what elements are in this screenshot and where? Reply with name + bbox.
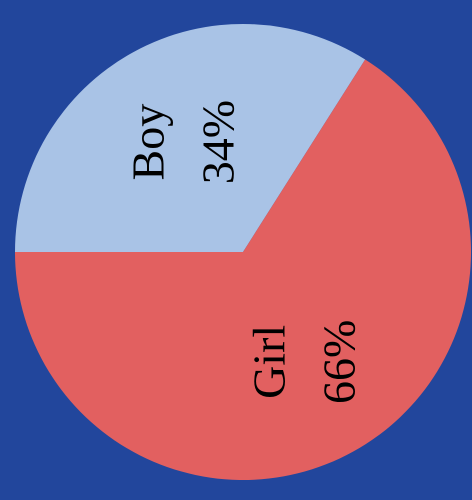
pie-slice-girl — [15, 59, 472, 480]
pie-labels: Boy 34% Girl 66% — [123, 100, 365, 404]
pie-slice-boy — [15, 23, 366, 253]
pie-slices — [15, 23, 472, 480]
slice-value-girl: 66% — [313, 320, 364, 404]
slice-value-boy: 34% — [193, 100, 244, 184]
slice-label-group-girl: Girl 66% — [243, 320, 364, 404]
slice-name-girl: Girl — [243, 325, 294, 399]
slice-name-boy: Boy — [123, 104, 174, 181]
slice-label-group-boy: Boy 34% — [123, 100, 244, 184]
